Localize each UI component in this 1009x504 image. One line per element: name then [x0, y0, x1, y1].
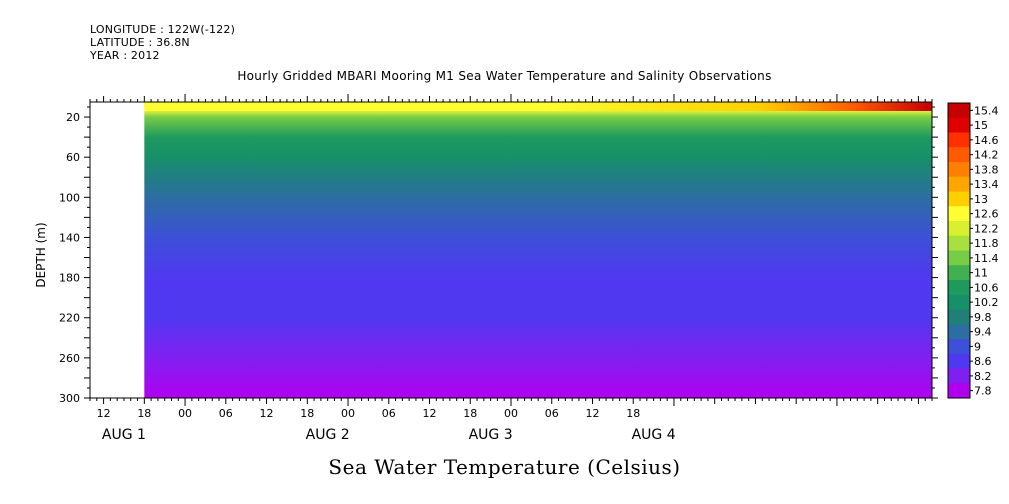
colorbar-label: 7.8	[974, 385, 992, 398]
colorbar-label: 9.8	[974, 311, 992, 324]
surface-band	[144, 102, 933, 111]
year-label: YEAR : 2012	[90, 49, 160, 62]
latitude-label: LATITUDE : 36.8N	[90, 36, 190, 49]
colorbar-swatch	[948, 383, 970, 399]
colorbar-label: 8.2	[974, 370, 992, 383]
colorbar-label: 13.4	[974, 178, 999, 191]
colorbar-swatch	[948, 294, 970, 310]
y-tick-label: 260	[59, 352, 80, 365]
colorbar-swatch	[948, 339, 970, 355]
day-label: AUG 3	[469, 427, 513, 443]
colorbar-label: 9.4	[974, 326, 992, 339]
colorbar-label: 11.4	[974, 252, 999, 265]
colorbar-swatch	[948, 147, 970, 163]
x-tick-label: 06	[382, 407, 396, 420]
colorbar: 15.4 15 14.6 14.213.8 13.4 13 12.612.2 11.8 11.4…	[947, 102, 999, 399]
colorbar-swatch	[948, 235, 970, 251]
chart-title: Hourly Gridded MBARI Mooring M1 Sea Wate…	[237, 69, 772, 83]
day-label: AUG 2	[306, 427, 350, 443]
x-tick-label: 00	[178, 407, 192, 420]
y-tick-label: 180	[59, 272, 80, 285]
x-tick-label: 18	[626, 407, 640, 420]
x-tick-label: 12	[97, 407, 111, 420]
y-tick-label: 100	[59, 191, 80, 204]
colorbar-swatch	[948, 191, 970, 207]
y-tick-label: 300	[59, 392, 80, 405]
colorbar-frame	[947, 102, 971, 399]
x-tick-label: 18	[137, 407, 151, 420]
y-axis: 20 60 100 140 180 220 260 300	[59, 106, 938, 405]
y-axis-label: DEPTH (m)	[34, 222, 48, 287]
colorbar-label: 11	[974, 267, 988, 280]
colorbar-label: 14.6	[974, 134, 999, 147]
colorbar-swatch	[948, 162, 970, 178]
day-label: AUG 1	[102, 427, 146, 443]
colorbar-swatch	[948, 353, 970, 369]
longitude-label: LONGITUDE : 122W(-122)	[90, 23, 236, 36]
x-tick-label: 12	[585, 407, 599, 420]
colorbar-label: 12.2	[974, 222, 999, 235]
colorbar-label: 14.2	[974, 149, 999, 162]
colorbar-swatch	[948, 221, 970, 237]
colorbar-label: 11.8	[974, 237, 999, 250]
colorbar-label: 10.2	[974, 296, 999, 309]
x-tick-label: 00	[504, 407, 518, 420]
colorbar-label: 15.4	[974, 104, 999, 117]
colorbar-swatch	[948, 132, 970, 148]
x-tick-label: 00	[341, 407, 355, 420]
y-tick-label: 220	[59, 312, 80, 325]
colorbar-swatch	[948, 309, 970, 325]
y-tick-label: 140	[59, 231, 80, 244]
figure-caption: Sea Water Temperature (Celsius)	[328, 455, 681, 479]
y-tick-label: 60	[66, 151, 80, 164]
colorbar-swatch	[948, 250, 970, 266]
day-label: AUG 4	[632, 427, 676, 443]
colorbar-label: 9	[974, 340, 981, 353]
colorbar-label: 15	[974, 119, 988, 132]
x-tick-label: 18	[300, 407, 314, 420]
colorbar-label: 13.8	[974, 163, 999, 176]
colorbar-swatch	[948, 206, 970, 222]
colorbar-swatch	[948, 265, 970, 281]
x-tick-label: 12	[423, 407, 437, 420]
colorbar-swatch	[948, 117, 970, 133]
colorbar-label: 12.6	[974, 208, 999, 221]
colorbar-swatch	[948, 280, 970, 296]
colorbar-swatch	[948, 103, 970, 119]
plot-area	[89, 101, 933, 399]
colorbar-label: 13	[974, 193, 988, 206]
colorbar-label: 8.6	[974, 355, 992, 368]
x-tick-label: 18	[463, 407, 477, 420]
x-tick-label: 06	[219, 407, 233, 420]
x-tick-label: 12	[260, 407, 274, 420]
colorbar-swatch	[948, 176, 970, 192]
colorbar-swatch	[948, 368, 970, 384]
colorbar-swatch	[948, 324, 970, 340]
colorbar-label: 10.6	[974, 281, 999, 294]
x-tick-label: 06	[545, 407, 559, 420]
y-tick-label: 20	[66, 111, 80, 124]
x-axis: 12 18 00 06 12 18 00 06 12 18 00 06 12 18 AUG 1 AUG 2 AU…	[89, 94, 933, 443]
temperature-field	[144, 102, 933, 398]
